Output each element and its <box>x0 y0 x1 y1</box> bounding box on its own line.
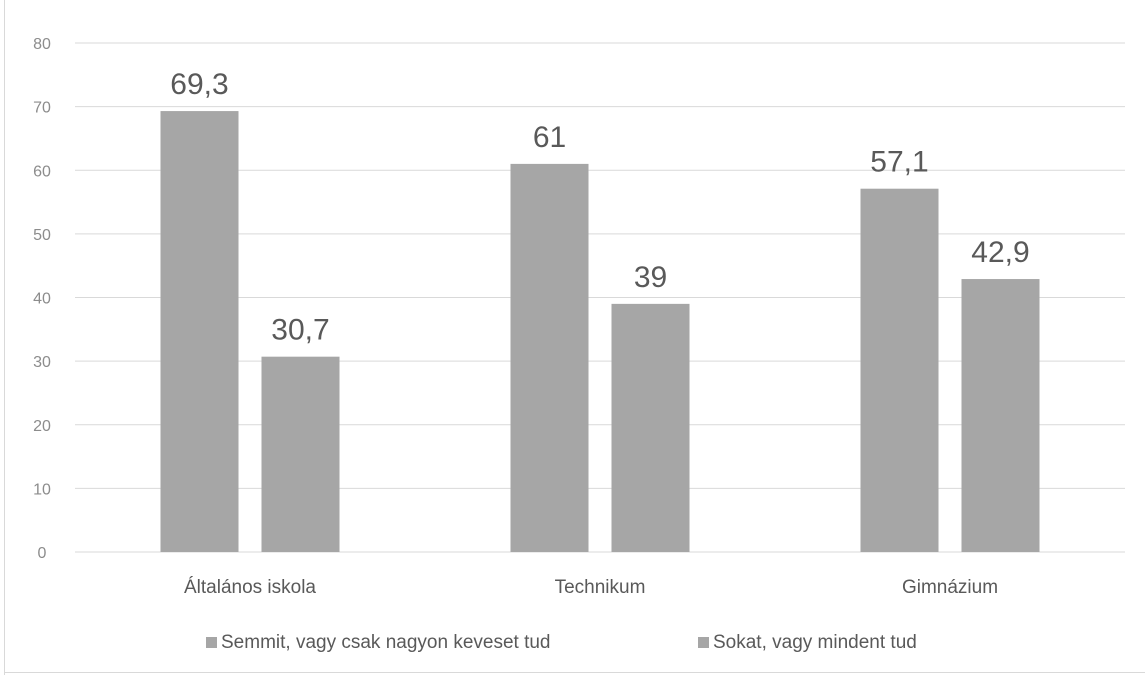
frame-edge-left <box>4 0 5 675</box>
data-label: 69,3 <box>170 68 228 101</box>
bar-semmit <box>510 163 589 552</box>
frame-edge-bottom <box>4 672 1145 673</box>
gridlines <box>75 42 1125 553</box>
data-label: 61 <box>533 121 566 154</box>
data-label: 30,7 <box>271 314 329 347</box>
y-tick-label: 40 <box>33 291 51 308</box>
y-tick-label: 70 <box>33 100 51 117</box>
x-axis-category-labels: Általános iskola Technikum Gimnázium <box>184 577 998 598</box>
x-category-label: Technikum <box>555 577 646 598</box>
data-labels: 69,3 30,7 61 39 57,1 42,9 <box>170 68 1029 347</box>
bar-sokat <box>961 279 1040 552</box>
bar-sokat <box>261 356 340 552</box>
x-category-label: Gimnázium <box>902 577 998 598</box>
y-tick-label: 0 <box>38 545 47 562</box>
y-tick-label: 50 <box>33 227 51 244</box>
legend-label: Semmit, vagy csak nagyon keveset tud <box>221 632 551 653</box>
bar-semmit <box>860 188 939 553</box>
legend-swatch <box>206 637 217 648</box>
bar-sokat <box>611 303 690 552</box>
x-category-label: Általános iskola <box>184 577 316 598</box>
bar-semmit <box>160 111 239 553</box>
data-label: 42,9 <box>971 236 1029 269</box>
y-axis-tick-labels: 0 10 20 30 40 50 60 70 80 <box>33 36 51 562</box>
y-tick-label: 20 <box>33 418 51 435</box>
y-tick-label: 60 <box>33 163 51 180</box>
legend-label: Sokat, vagy mindent tud <box>713 632 917 653</box>
data-label: 39 <box>634 261 667 294</box>
bars <box>160 111 1040 553</box>
data-label: 57,1 <box>870 146 928 179</box>
legend: Semmit, vagy csak nagyon keveset tud Soka… <box>206 632 917 653</box>
y-tick-label: 10 <box>33 481 51 498</box>
legend-swatch <box>698 637 709 648</box>
y-tick-label: 80 <box>33 36 51 53</box>
y-tick-label: 30 <box>33 354 51 371</box>
